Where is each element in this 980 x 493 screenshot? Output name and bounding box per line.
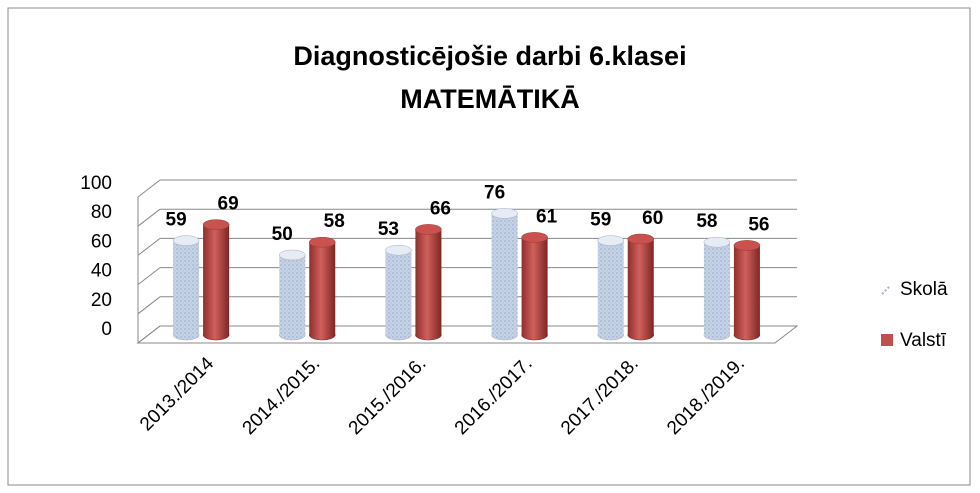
legend-label: Skolā <box>900 279 948 300</box>
bar-top <box>733 240 761 251</box>
bar <box>309 242 336 335</box>
bar-top <box>172 235 200 246</box>
y-tick-label: 40 <box>91 261 112 282</box>
bar-top <box>521 232 548 243</box>
bar <box>491 213 518 335</box>
grid-line-side <box>137 208 161 227</box>
value-label: 66 <box>430 198 451 219</box>
bar <box>173 240 200 335</box>
chart-title: Diagnosticējošie darbi 6.klasei <box>293 41 686 71</box>
y-tick-label: 60 <box>91 231 112 252</box>
bar <box>279 255 306 335</box>
value-label: 59 <box>166 210 187 231</box>
value-label: 58 <box>324 211 345 232</box>
value-label: 69 <box>218 194 239 215</box>
legend-swatch <box>881 334 893 346</box>
value-label: 60 <box>642 208 663 229</box>
bar-top <box>415 224 442 235</box>
grid-line-side <box>137 179 161 198</box>
value-label: 59 <box>590 210 611 231</box>
legend-swatch <box>881 285 891 295</box>
value-label: 58 <box>696 211 717 232</box>
y-tick-label: 0 <box>101 319 112 340</box>
value-label: 50 <box>272 224 293 245</box>
grid-line-side <box>137 238 161 256</box>
bar <box>521 237 548 335</box>
value-label: 53 <box>378 219 399 240</box>
value-label: 76 <box>484 182 505 203</box>
bar-top <box>202 219 230 230</box>
bar <box>627 239 654 335</box>
y-tick-label: 100 <box>80 173 112 194</box>
value-label: 61 <box>536 206 558 227</box>
bar-top <box>491 208 518 219</box>
bar <box>415 229 442 335</box>
bar-top <box>597 235 624 246</box>
bar-top <box>385 244 412 256</box>
y-tick-label: 20 <box>91 290 112 311</box>
legend-label: Valstī <box>900 330 947 351</box>
bar <box>203 224 230 335</box>
chart-title: MATEMĀTIKĀ <box>400 84 579 114</box>
chart-border <box>7 7 971 486</box>
value-label: 56 <box>748 214 769 235</box>
grid-line-side <box>137 267 161 285</box>
bar-top <box>703 236 731 248</box>
grid-line-side <box>137 325 161 344</box>
grid-line-side <box>137 296 161 315</box>
bar <box>703 242 730 335</box>
bar <box>733 245 760 335</box>
y-tick-label: 80 <box>91 202 112 223</box>
bar <box>385 250 412 335</box>
bar <box>597 240 624 335</box>
bar-top <box>279 249 306 261</box>
bar-top <box>309 236 336 248</box>
bar-top <box>627 233 654 245</box>
